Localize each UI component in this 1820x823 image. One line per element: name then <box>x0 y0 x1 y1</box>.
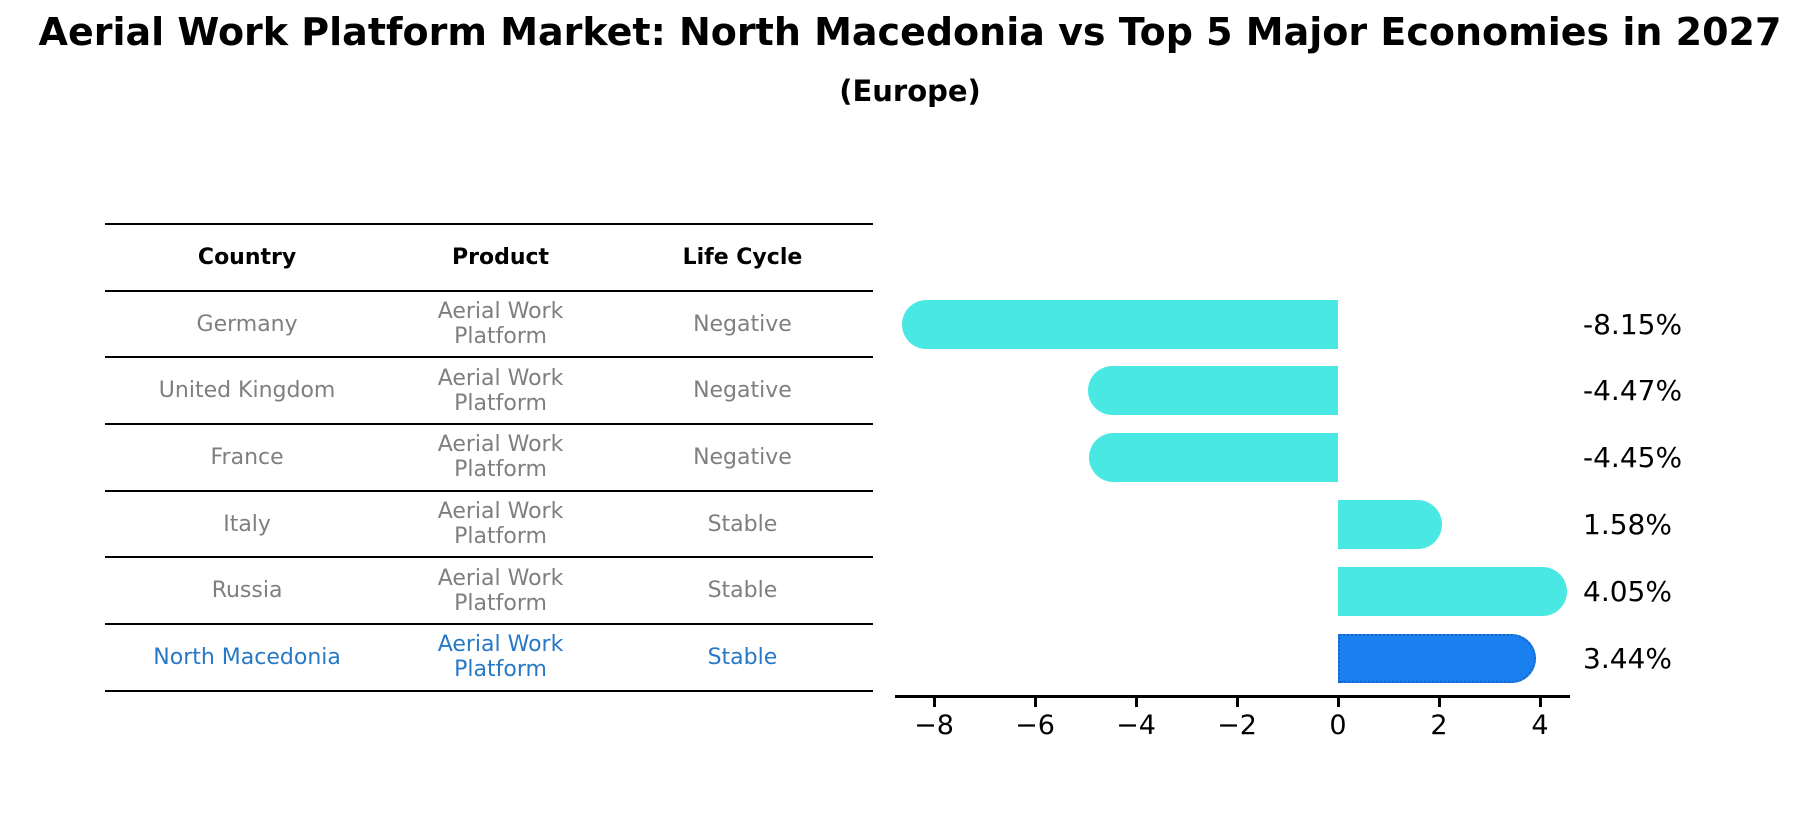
x-tick-label-neg6: −6 <box>1015 710 1055 741</box>
table-row-russia: Russia Aerial Work Platform Stable <box>105 558 873 626</box>
x-tick-label-0: 0 <box>1329 710 1347 741</box>
cell-product: Aerial Work Platform <box>437 365 564 416</box>
cell-life-cycle: Life Cycle <box>682 244 803 270</box>
x-tick-label-neg4: −4 <box>1116 710 1156 741</box>
bar-russia <box>1338 566 1568 616</box>
x-tick-label-4: 4 <box>1531 710 1549 741</box>
cell-life-cycle: Stable <box>707 578 778 604</box>
value-label-italy: 1.58% <box>1583 507 1672 541</box>
cell-country: Russia <box>211 578 283 604</box>
bar-italy <box>1338 499 1443 549</box>
cell-life-cycle: Negative <box>693 311 792 337</box>
table-row-italy: Italy Aerial Work Platform Stable <box>105 492 873 559</box>
cell-country: United Kingdom <box>158 378 336 404</box>
cell-life-cycle: Stable <box>707 511 778 537</box>
x-tick-label-neg8: −8 <box>914 710 954 741</box>
comparison-table: Country Product Life Cycle Germany Aerial Wo… <box>105 223 873 692</box>
bar-france <box>1088 433 1338 483</box>
table-row-united-kingdom: United Kingdom Aerial Work Platform Negati… <box>105 358 873 426</box>
cell-country: France <box>210 444 284 470</box>
table-header-row: Country Product Life Cycle <box>105 225 873 292</box>
bar-north-macedonia <box>1338 633 1537 683</box>
x-tick-label-2: 2 <box>1430 710 1448 741</box>
table-row-germany: Germany Aerial Work Platform Negative <box>105 292 873 359</box>
x-tick-2 <box>1437 698 1441 707</box>
cell-product: Aerial Work Platform <box>437 432 564 483</box>
value-label-france: -4.45% <box>1583 441 1683 475</box>
cell-life-cycle: Negative <box>693 378 792 404</box>
table-row-france: France Aerial Work Platform Negative <box>105 425 873 492</box>
cell-country: Italy <box>223 511 271 537</box>
cell-product: Aerial Work Platform <box>437 632 564 683</box>
cell-product: Product <box>451 244 550 270</box>
cell-life-cycle: Negative <box>693 444 792 470</box>
x-tick-neg4 <box>1134 698 1138 707</box>
value-label-north-macedonia: 3.44% <box>1583 641 1672 675</box>
x-tick-neg2 <box>1235 698 1239 707</box>
chart-title: Aerial Work Platform Market: North Maced… <box>38 10 1782 54</box>
cell-product: Aerial Work Platform <box>437 565 564 616</box>
x-tick-0 <box>1336 698 1340 707</box>
x-tick-label-neg2: −2 <box>1217 710 1257 741</box>
value-label-united-kingdom: -4.47% <box>1583 374 1683 408</box>
x-tick-neg8 <box>932 698 936 707</box>
chart-subtitle: (Europe) <box>839 74 981 108</box>
x-tick-neg6 <box>1033 698 1037 707</box>
value-label-germany: -8.15% <box>1583 307 1683 341</box>
bar-united-kingdom <box>1087 366 1338 416</box>
x-tick-4 <box>1538 698 1542 707</box>
cell-product: Aerial Work Platform <box>437 499 564 550</box>
table-row-north-macedonia: North Macedonia Aerial Work Platform Stabl… <box>105 625 873 692</box>
bar-germany <box>901 299 1338 349</box>
cell-country: Germany <box>196 311 298 337</box>
cell-country: Country <box>197 244 297 270</box>
x-axis-line <box>895 695 1570 698</box>
cell-life-cycle: Stable <box>707 644 778 670</box>
value-label-russia: 4.05% <box>1583 574 1672 608</box>
cell-product: Aerial Work Platform <box>437 299 564 350</box>
cell-country: North Macedonia <box>153 644 341 670</box>
